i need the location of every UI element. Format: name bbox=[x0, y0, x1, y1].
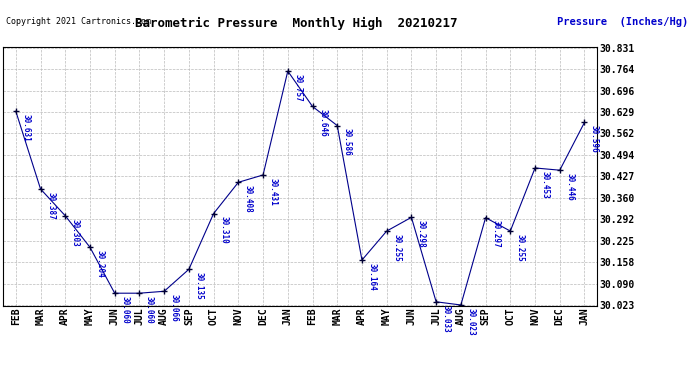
Text: 30.631: 30.631 bbox=[21, 114, 30, 142]
Text: 30.298: 30.298 bbox=[417, 220, 426, 248]
Text: 30.023: 30.023 bbox=[466, 308, 475, 336]
Text: 30.431: 30.431 bbox=[268, 178, 277, 206]
Text: 30.303: 30.303 bbox=[71, 219, 80, 246]
Text: 30.060: 30.060 bbox=[145, 296, 154, 324]
Text: 30.387: 30.387 bbox=[46, 192, 55, 219]
Text: 30.586: 30.586 bbox=[343, 128, 352, 156]
Text: 30.408: 30.408 bbox=[244, 185, 253, 213]
Text: 30.255: 30.255 bbox=[392, 234, 402, 262]
Text: 30.164: 30.164 bbox=[368, 263, 377, 291]
Text: 30.446: 30.446 bbox=[565, 173, 574, 201]
Text: 30.060: 30.060 bbox=[120, 296, 129, 324]
Text: Barometric Pressure  Monthly High  20210217: Barometric Pressure Monthly High 2021021… bbox=[135, 17, 458, 30]
Text: 30.596: 30.596 bbox=[590, 125, 599, 153]
Text: Pressure  (Inches/Hg): Pressure (Inches/Hg) bbox=[558, 17, 689, 27]
Text: 30.646: 30.646 bbox=[318, 109, 327, 137]
Text: 30.757: 30.757 bbox=[293, 74, 302, 102]
Text: 30.297: 30.297 bbox=[491, 220, 500, 248]
Text: Copyright 2021 Cartronics.com: Copyright 2021 Cartronics.com bbox=[6, 17, 150, 26]
Text: 30.066: 30.066 bbox=[170, 294, 179, 322]
Text: 30.135: 30.135 bbox=[195, 272, 204, 300]
Text: 30.453: 30.453 bbox=[540, 171, 550, 198]
Text: 30.310: 30.310 bbox=[219, 216, 228, 244]
Text: 30.033: 30.033 bbox=[442, 304, 451, 332]
Text: 30.204: 30.204 bbox=[95, 250, 105, 278]
Text: 30.255: 30.255 bbox=[516, 234, 525, 262]
